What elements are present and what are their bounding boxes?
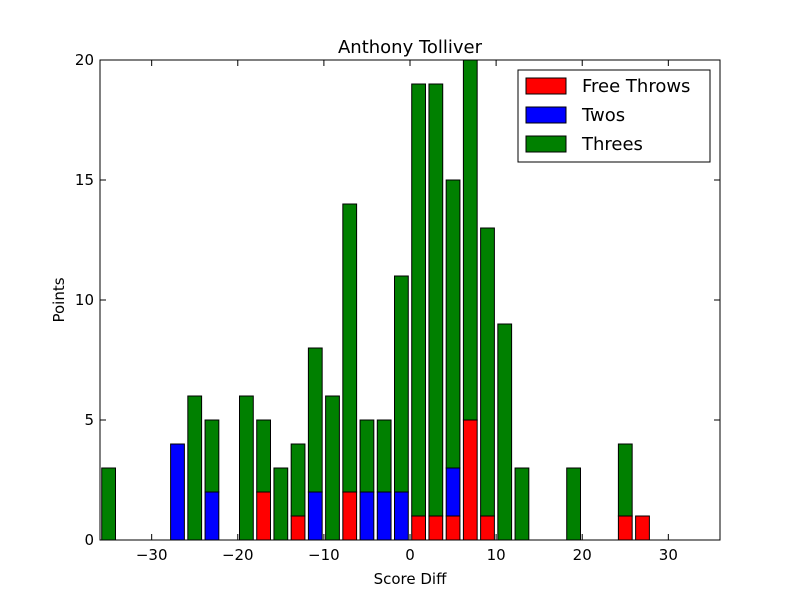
bar-threes: [342, 203, 358, 493]
bar-threes: [376, 419, 392, 493]
bar-free-throws: [290, 515, 306, 541]
x-axis-label: Score Diff: [374, 570, 447, 588]
bar-threes: [617, 443, 633, 517]
bar-free-throws: [617, 515, 633, 541]
legend: Free Throws Twos Threes: [517, 69, 711, 163]
bar-free-throws: [411, 515, 427, 541]
legend-swatch-threes: [525, 135, 567, 153]
bar-threes: [394, 275, 409, 493]
x-tick-label: −20: [222, 546, 254, 564]
bar-threes: [187, 395, 203, 541]
x-tick-label: 10: [487, 546, 506, 564]
bar-twos: [445, 467, 461, 517]
bar-threes: [239, 395, 254, 541]
bar-threes: [307, 347, 323, 493]
bar-free-throws: [256, 491, 272, 541]
y-tick-label: 15: [75, 171, 94, 189]
chart-title: Anthony Tolliver: [338, 37, 483, 58]
bar-free-throws: [635, 515, 650, 541]
y-tick-label: 5: [84, 411, 94, 429]
bar-twos: [307, 491, 323, 541]
legend-label-threes: Threes: [581, 134, 643, 155]
bar-twos: [394, 491, 409, 541]
y-axis-label: Points: [50, 277, 68, 322]
x-tick-label: −30: [136, 546, 168, 564]
x-tick-label: −10: [308, 546, 340, 564]
bar-free-throws: [462, 419, 478, 541]
axis-ticks: −30 −20 −10 0 10 20 30 0 5 10 15 20: [75, 51, 720, 564]
bar-threes: [566, 467, 582, 541]
bar-threes: [256, 419, 272, 493]
y-tick-label: 10: [75, 291, 94, 309]
bar-threes: [204, 419, 220, 493]
legend-label-free-throws: Free Throws: [582, 76, 690, 97]
bar-threes: [359, 419, 375, 493]
legend-label-twos: Twos: [581, 105, 625, 126]
x-tick-label: 20: [573, 546, 592, 564]
bar-twos: [376, 491, 392, 541]
bar-threes: [325, 395, 340, 541]
bar-threes: [273, 467, 289, 541]
bar-free-throws: [342, 491, 358, 541]
bar-twos: [204, 491, 220, 541]
bar-free-throws: [428, 515, 444, 541]
bar-threes: [411, 83, 427, 517]
bar-threes: [480, 227, 495, 517]
bar-free-throws: [445, 515, 461, 541]
bar-threes: [445, 179, 461, 469]
bar-twos: [170, 443, 185, 541]
bar-free-throws: [480, 515, 495, 541]
x-tick-label: 0: [405, 546, 415, 564]
bar-threes: [462, 59, 478, 421]
bar-threes: [428, 83, 444, 517]
bar-threes: [101, 467, 116, 541]
legend-swatch-twos: [525, 106, 567, 124]
bars-group: [101, 59, 650, 541]
y-tick-label: 20: [75, 51, 94, 69]
bar-threes: [497, 323, 513, 541]
x-tick-label: 30: [659, 546, 678, 564]
bar-threes: [514, 467, 530, 541]
bar-threes: [290, 443, 306, 517]
bar-twos: [359, 491, 375, 541]
legend-swatch-free-throws: [525, 77, 567, 95]
y-tick-label: 0: [84, 531, 94, 549]
